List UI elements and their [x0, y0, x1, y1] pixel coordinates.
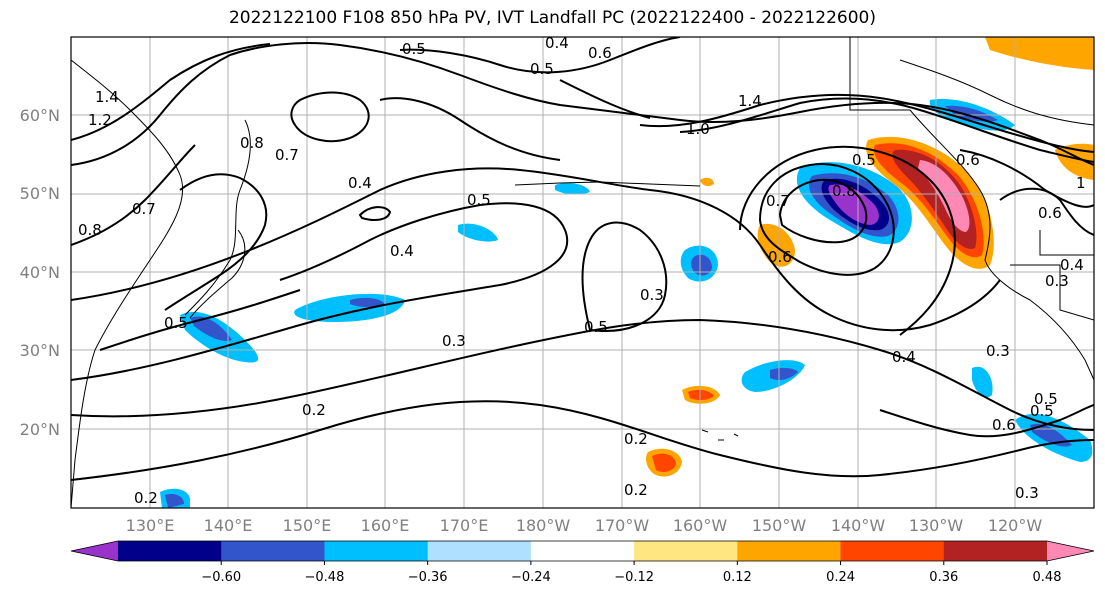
contour-label: 0.5	[530, 60, 554, 78]
coastlines	[71, 37, 1094, 508]
lon-label: 170°E	[440, 516, 489, 535]
contour-label: 0.6	[992, 416, 1016, 434]
colorbar-bin	[324, 541, 429, 561]
contour-label: 0.8	[240, 134, 264, 152]
colorbar-bin	[118, 541, 222, 561]
shading-layer	[160, 37, 1094, 508]
colorbar-tick-label: 0.12	[723, 570, 752, 585]
lat-label: 30°N	[20, 341, 60, 360]
colorbar-tick-label: −0.36	[408, 570, 448, 585]
contour-label: 0.7	[766, 192, 790, 210]
contour-label: 1.4	[738, 92, 762, 110]
contour-label: 0.2	[624, 430, 648, 448]
contour-label: 0.6	[1038, 204, 1062, 222]
colorbar-bin	[221, 541, 325, 561]
contour-label: 0.8	[78, 221, 102, 239]
lon-axis: 130°E 140°E 150°E 160°E 170°E 180°W 170°…	[126, 516, 1043, 535]
contour-label: 0.5	[164, 314, 188, 332]
contour-label: 0.7	[275, 146, 299, 164]
lat-label: 20°N	[20, 420, 60, 439]
contour-label: 0.6	[588, 44, 612, 62]
map-frame	[70, 36, 1095, 509]
contour-label: 0.7	[132, 200, 156, 218]
colorbar-tick-label: −0.48	[305, 570, 345, 585]
lon-label: 140°W	[831, 516, 886, 535]
contour-label: 0.5	[584, 318, 608, 336]
lon-label: 160°W	[673, 516, 728, 535]
contour-label: 0.3	[442, 332, 466, 350]
colorbar-extend-high	[1047, 541, 1094, 561]
lon-label: 170°W	[595, 516, 650, 535]
contour-lines	[71, 37, 1094, 481]
contour-label: 0.6	[956, 151, 980, 169]
lon-label: 150°E	[283, 516, 332, 535]
contour-label: 0.5	[467, 191, 491, 209]
colorbar-tick-label: 0.48	[1033, 570, 1062, 585]
contour-label: 0.3	[986, 342, 1010, 360]
colorbar-bin	[530, 541, 635, 561]
colorbar-bin	[634, 541, 738, 561]
colorbar-bin	[427, 541, 532, 561]
contour-label: 0.4	[892, 348, 916, 366]
colorbar-tick-label: −0.24	[511, 570, 551, 585]
colorbar-tick-label: −0.12	[614, 570, 654, 585]
lon-label: 150°W	[752, 516, 807, 535]
colorbar-outline	[70, 540, 1095, 562]
contour-label: 0.5	[402, 40, 426, 58]
contour-label: 0.3	[640, 286, 664, 304]
lon-label: 130°E	[126, 516, 175, 535]
contour-label: 1.2	[88, 111, 112, 129]
contour-label: 0.2	[302, 401, 326, 419]
contour-label: 0.5	[852, 151, 876, 169]
contour-label-group: 0.5 0.4 0.6 0.5 1.4 1.2 0.7 0.8 0.5 0.4 …	[78, 34, 1086, 507]
gridlines	[71, 37, 1094, 508]
colorbar-tick-label: 0.24	[826, 570, 855, 585]
contour-label: 0.5	[1034, 390, 1058, 408]
contour-label: 0.8	[832, 182, 856, 200]
colorbar-bin	[840, 541, 945, 561]
colorbar: −0.60 −0.48 −0.36 −0.24 −0.12 0.12 0.24 0.36 0.4…	[70, 540, 1095, 585]
lat-label: 50°N	[20, 184, 60, 203]
lon-label: 130°W	[909, 516, 964, 535]
lon-label: 120°W	[988, 516, 1043, 535]
colorbar-tick-label: 0.36	[929, 570, 958, 585]
lat-axis: 60°N 50°N 40°N 30°N 20°N	[20, 106, 60, 439]
contour-label: 1.4	[95, 88, 119, 106]
contour-label: 1	[1076, 174, 1086, 192]
contour-label: 0.5	[1030, 402, 1054, 420]
lat-label: 40°N	[20, 263, 60, 282]
contour-label: 0.3	[1015, 484, 1039, 502]
contour-label: 0.4	[545, 34, 569, 52]
lon-label: 180°W	[516, 516, 571, 535]
colorbar-bin	[737, 541, 842, 561]
contour-label: 0.6	[768, 248, 792, 266]
lon-label: 160°E	[361, 516, 410, 535]
contour-label: 1.0	[686, 120, 710, 138]
contour-label: 0.2	[134, 489, 158, 507]
colorbar-bin	[943, 541, 1048, 561]
map-title: 2022122100 F108 850 hPa PV, IVT Landfall…	[228, 8, 876, 28]
colorbar-extend-low	[71, 541, 118, 561]
contour-label: 0.3	[1045, 272, 1069, 290]
contour-label: 0.4	[1060, 256, 1084, 274]
lon-label: 140°E	[204, 516, 253, 535]
lat-label: 60°N	[20, 106, 60, 125]
colorbar-tick-label: −0.60	[201, 570, 241, 585]
contour-label: 0.4	[348, 174, 372, 192]
contour-label: 0.4	[390, 242, 414, 260]
contour-label: 0.2	[624, 481, 648, 499]
